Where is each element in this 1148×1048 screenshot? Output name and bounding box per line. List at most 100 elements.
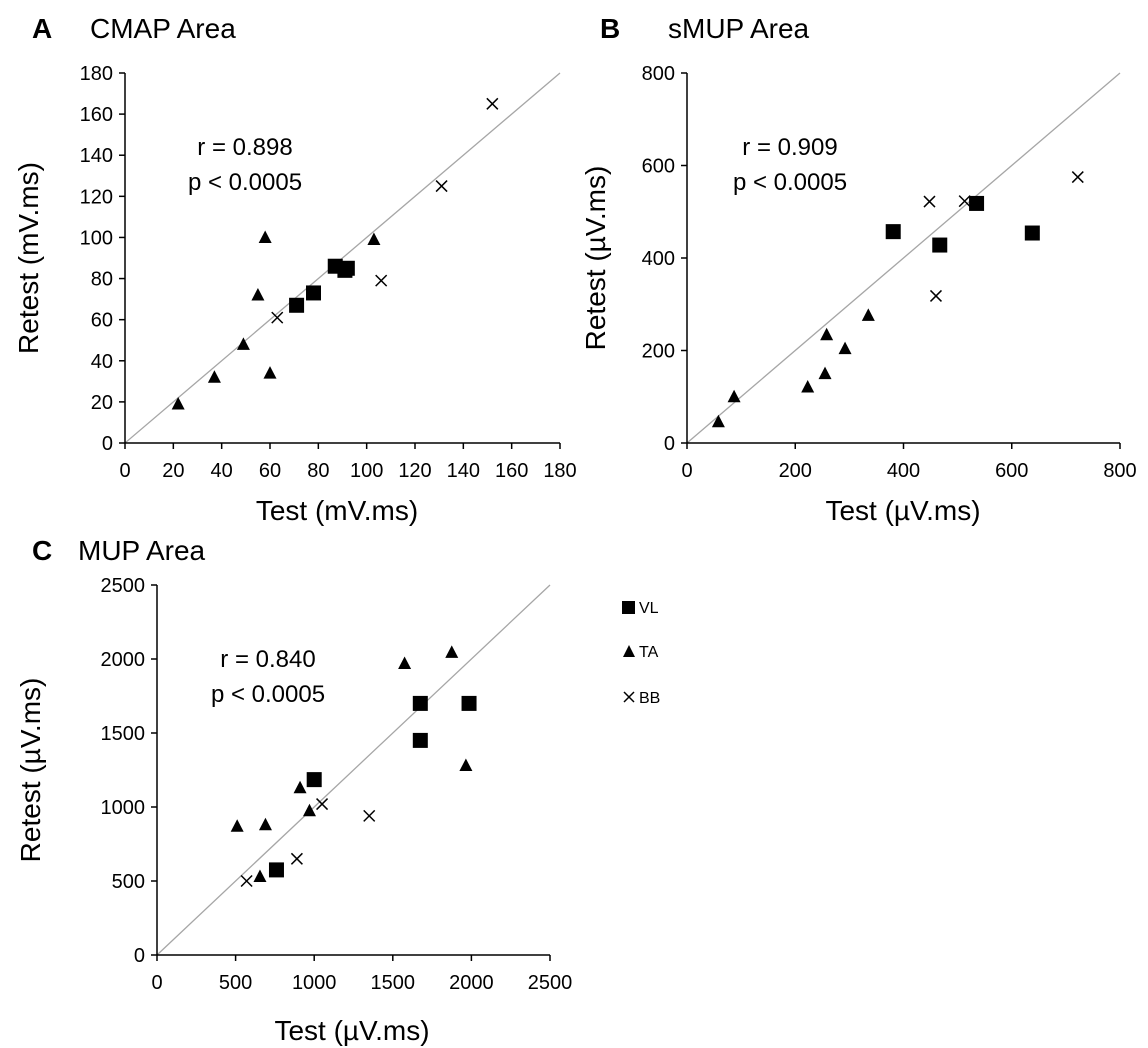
x-tick-label: 200 <box>779 460 812 482</box>
y-tick-label: 40 <box>91 351 113 373</box>
y-tick-label: 80 <box>91 269 113 291</box>
legend-label-vl: VL <box>639 600 659 617</box>
panel-a-x-axis-label: Test (mV.ms) <box>256 495 418 526</box>
panel-b-p-value: p < 0.0005 <box>733 169 847 196</box>
panel-c-identity-line <box>156 584 551 956</box>
y-tick-label: 180 <box>80 63 113 85</box>
data-point-ta <box>258 817 272 831</box>
data-point-ta <box>367 232 381 245</box>
panel-a-r-value: r = 0.898 <box>197 134 292 161</box>
data-point-ta <box>230 819 244 832</box>
x-tick-label: 2000 <box>449 972 494 994</box>
data-point-ta <box>236 337 250 350</box>
data-point-ta <box>302 803 316 817</box>
panel-a-identity-line <box>124 72 561 444</box>
panel-a-title: CMAP Area <box>90 13 236 44</box>
legend-item-bb: BB <box>623 690 660 707</box>
x-tick-label: 500 <box>219 972 252 994</box>
data-point-vl <box>885 224 901 240</box>
data-point-vl <box>932 237 948 253</box>
x-tick-label: 180 <box>543 460 576 482</box>
x-tick-label: 120 <box>398 460 431 482</box>
data-point-ta <box>838 341 852 355</box>
data-point-vl <box>461 695 477 711</box>
data-point-vl <box>1024 225 1040 241</box>
panel-c-letter: C <box>32 535 52 566</box>
panel-c-r-value: r = 0.840 <box>220 646 315 673</box>
panel-c-y-axis-label: Retest (µV.ms) <box>15 678 46 863</box>
x-tick-label: 2500 <box>528 972 573 994</box>
legend-cross-marker <box>623 691 635 703</box>
panel-c-title: MUP Area <box>78 535 206 566</box>
data-point-bb <box>290 852 303 865</box>
panel-b-r-value: r = 0.909 <box>742 134 837 161</box>
x-tick-label: 400 <box>887 460 920 482</box>
data-point-ta <box>171 396 185 410</box>
panel-a-letter: A <box>32 13 52 44</box>
x-tick-label: 100 <box>350 460 383 482</box>
y-tick-label: 0 <box>134 945 145 967</box>
panel-a-p-value: p < 0.0005 <box>188 169 302 196</box>
data-point-bb <box>958 195 971 208</box>
data-point-bb <box>923 195 936 208</box>
y-tick-label: 140 <box>80 145 113 167</box>
data-point-bb <box>1071 171 1084 184</box>
data-point-bb <box>929 289 943 302</box>
x-tick-label: 80 <box>307 460 329 482</box>
data-point-bb <box>486 97 499 110</box>
x-tick-label: 40 <box>211 460 233 482</box>
legend-item-ta: TA <box>623 644 659 661</box>
x-tick-label: 160 <box>495 460 528 482</box>
data-point-bb <box>271 311 284 324</box>
panel-c-p-value: p < 0.0005 <box>211 681 325 708</box>
data-point-bb <box>363 809 376 822</box>
x-tick-label: 60 <box>259 460 281 482</box>
data-point-ta <box>445 645 459 658</box>
y-tick-label: 600 <box>642 156 675 178</box>
data-point-vl <box>412 695 428 711</box>
y-tick-label: 400 <box>642 248 675 270</box>
data-point-ta <box>818 366 832 380</box>
data-point-vl <box>412 732 428 748</box>
x-tick-label: 0 <box>119 460 130 482</box>
panel-b-identity-line <box>686 72 1121 444</box>
data-point-ta <box>861 308 875 321</box>
data-point-vl <box>306 285 321 301</box>
x-tick-label: 0 <box>151 972 162 994</box>
data-point-vl <box>339 260 355 276</box>
legend-label-bb: BB <box>639 690 660 707</box>
data-point-ta <box>263 366 277 379</box>
panel-b-x-axis-label: Test (µV.ms) <box>825 495 980 526</box>
x-tick-label: 600 <box>995 460 1028 482</box>
legend-square-marker <box>622 601 635 614</box>
legend-triangle-marker <box>623 645 635 657</box>
panel-c-x-axis-label: Test (µV.ms) <box>274 1015 429 1046</box>
x-tick-label: 0 <box>681 460 692 482</box>
panel-a-y-axis-label: Retest (mV.ms) <box>13 162 44 354</box>
data-point-bb <box>240 874 253 888</box>
data-point-ta <box>801 380 815 393</box>
y-tick-label: 200 <box>642 341 675 363</box>
x-tick-label: 1500 <box>371 972 416 994</box>
data-point-ta <box>820 327 834 341</box>
panel-b-title: sMUP Area <box>668 13 810 44</box>
data-point-ta <box>727 389 741 403</box>
y-tick-label: 160 <box>80 104 113 126</box>
data-point-vl <box>969 195 985 211</box>
data-point-bb <box>435 180 448 193</box>
y-tick-label: 500 <box>112 871 145 893</box>
y-tick-label: 1500 <box>101 723 146 745</box>
panel-b-letter: B <box>600 13 620 44</box>
data-point-bb <box>316 798 329 811</box>
legend: VL TA BB <box>622 600 660 707</box>
panel-c-mup-area: C MUP Area r = 0.840 p < 0.0005 Test (µV… <box>15 535 572 1046</box>
x-tick-label: 140 <box>447 460 480 482</box>
y-tick-label: 20 <box>91 392 113 414</box>
x-tick-label: 800 <box>1103 460 1136 482</box>
data-point-ta <box>253 869 267 883</box>
data-point-ta <box>258 230 272 243</box>
data-point-vl <box>306 772 322 788</box>
data-point-vl <box>268 862 284 878</box>
legend-item-vl: VL <box>622 600 659 617</box>
